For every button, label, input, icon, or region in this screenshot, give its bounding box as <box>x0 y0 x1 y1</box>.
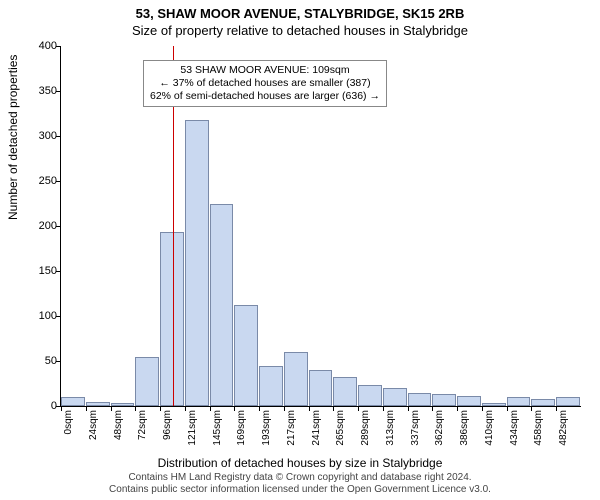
y-tick-mark <box>56 361 61 362</box>
x-tick-mark <box>309 406 310 411</box>
chart-subtitle: Size of property relative to detached ho… <box>0 21 600 38</box>
annotation-line2: ← 37% of detached houses are smaller (38… <box>150 77 380 90</box>
x-tick-label: 337sqm <box>410 410 421 446</box>
y-tick-mark <box>56 46 61 47</box>
histogram-bar <box>210 204 234 407</box>
histogram-bar <box>432 394 456 406</box>
histogram-bar <box>135 357 159 407</box>
x-tick-mark <box>86 406 87 411</box>
annotation-line1: 53 SHAW MOOR AVENUE: 109sqm <box>150 64 380 77</box>
x-tick-label: 72sqm <box>137 410 148 440</box>
histogram-bar <box>531 399 555 406</box>
x-tick-mark <box>210 406 211 411</box>
x-tick-label: 169sqm <box>236 410 247 446</box>
x-tick-label: 458sqm <box>533 410 544 446</box>
x-tick-label: 482sqm <box>558 410 569 446</box>
x-tick-mark <box>358 406 359 411</box>
y-tick-mark <box>56 181 61 182</box>
histogram-bar <box>86 402 110 407</box>
x-tick-label: 386sqm <box>459 410 470 446</box>
footer-line1: Contains HM Land Registry data © Crown c… <box>0 472 600 484</box>
x-tick-mark <box>408 406 409 411</box>
x-tick-label: 265sqm <box>335 410 346 446</box>
footer-attribution: Contains HM Land Registry data © Crown c… <box>0 472 600 496</box>
x-tick-label: 362sqm <box>434 410 445 446</box>
x-tick-mark <box>160 406 161 411</box>
footer-line2: Contains public sector information licen… <box>0 484 600 496</box>
y-tick-mark <box>56 271 61 272</box>
y-tick-mark <box>56 226 61 227</box>
x-tick-label: 24sqm <box>88 410 99 440</box>
histogram-bar <box>111 403 135 406</box>
annotation-box: 53 SHAW MOOR AVENUE: 109sqm← 37% of deta… <box>143 60 387 107</box>
histogram-bar <box>408 393 432 407</box>
y-tick-mark <box>56 316 61 317</box>
x-tick-label: 0sqm <box>63 410 74 434</box>
x-tick-label: 96sqm <box>162 410 173 440</box>
histogram-bar <box>284 352 308 406</box>
x-tick-label: 121sqm <box>187 410 198 446</box>
x-tick-label: 193sqm <box>261 410 272 446</box>
x-tick-mark <box>507 406 508 411</box>
x-tick-mark <box>61 406 62 411</box>
histogram-bar <box>358 385 382 406</box>
x-tick-mark <box>482 406 483 411</box>
histogram-bar <box>507 397 531 406</box>
y-tick-mark <box>56 136 61 137</box>
x-tick-label: 145sqm <box>212 410 223 446</box>
plot-area: 0501001502002503003504000sqm24sqm48sqm72… <box>60 46 581 407</box>
histogram-bar <box>61 397 85 406</box>
x-tick-label: 410sqm <box>484 410 495 446</box>
histogram-bar <box>234 305 258 406</box>
x-tick-mark <box>383 406 384 411</box>
x-tick-mark <box>111 406 112 411</box>
x-tick-mark <box>284 406 285 411</box>
histogram-bar <box>482 403 506 406</box>
x-tick-label: 289sqm <box>360 410 371 446</box>
x-tick-label: 48sqm <box>113 410 124 440</box>
x-tick-label: 217sqm <box>286 410 297 446</box>
chart-title: 53, SHAW MOOR AVENUE, STALYBRIDGE, SK15 … <box>0 0 600 21</box>
histogram-bar <box>333 377 357 406</box>
x-tick-label: 241sqm <box>311 410 322 446</box>
chart-container: 53, SHAW MOOR AVENUE, STALYBRIDGE, SK15 … <box>0 0 600 500</box>
histogram-bar <box>309 370 333 406</box>
histogram-bar <box>259 366 283 406</box>
x-tick-mark <box>259 406 260 411</box>
x-tick-label: 313sqm <box>385 410 396 446</box>
x-tick-mark <box>185 406 186 411</box>
y-tick-mark <box>56 91 61 92</box>
histogram-bar <box>383 388 407 406</box>
histogram-bar <box>457 396 481 406</box>
histogram-bar <box>185 120 209 406</box>
y-axis-label: Number of detached properties <box>6 55 20 220</box>
histogram-bar <box>160 232 184 406</box>
x-tick-label: 434sqm <box>509 410 520 446</box>
x-axis-label: Distribution of detached houses by size … <box>0 456 600 470</box>
annotation-line3: 62% of semi-detached houses are larger (… <box>150 90 380 103</box>
histogram-bar <box>556 397 580 406</box>
